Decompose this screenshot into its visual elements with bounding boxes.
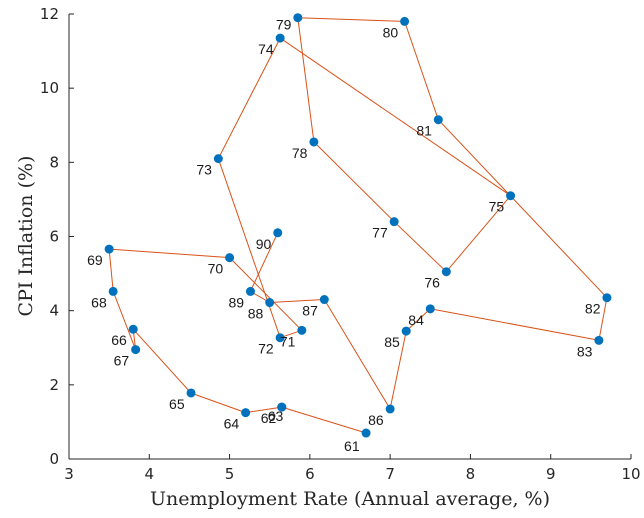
- data-point-77: [389, 217, 399, 227]
- x-tick-label: 4: [145, 465, 155, 483]
- data-point-81: [433, 115, 443, 125]
- data-point-82: [602, 293, 612, 303]
- point-label-63: 63: [268, 408, 284, 424]
- data-point-74: [275, 33, 285, 43]
- x-tick-label: 8: [466, 465, 476, 483]
- x-tick-label: 6: [305, 465, 315, 483]
- data-point-66: [128, 324, 138, 334]
- point-label-61: 61: [344, 438, 360, 454]
- x-tick-label: 3: [64, 465, 74, 483]
- point-label-66: 66: [111, 332, 127, 348]
- point-label-75: 75: [489, 199, 505, 215]
- data-point-72: [275, 333, 285, 343]
- data-point-89: [245, 286, 255, 296]
- x-tick-label: 5: [225, 465, 235, 483]
- point-label-72: 72: [258, 341, 274, 357]
- series-markers: [104, 13, 612, 438]
- data-point-65: [186, 388, 196, 398]
- point-label-73: 73: [196, 162, 212, 178]
- x-axis-title: Unemployment Rate (Annual average, %): [150, 488, 550, 510]
- point-label-76: 76: [424, 275, 440, 291]
- y-tick-label: 12: [40, 5, 59, 23]
- data-point-86: [385, 404, 395, 414]
- y-ticks: 0 2 4 6 8 10 12: [40, 5, 74, 468]
- data-point-76: [441, 267, 451, 277]
- point-label-80: 80: [383, 24, 399, 40]
- data-point-63: [277, 402, 287, 412]
- point-label-65: 65: [169, 396, 185, 412]
- point-label-69: 69: [87, 252, 103, 268]
- point-label-78: 78: [292, 145, 308, 161]
- point-label-81: 81: [416, 123, 432, 139]
- data-point-84: [425, 304, 435, 314]
- data-point-79: [293, 13, 303, 23]
- axes: [68, 14, 631, 460]
- point-label-82: 82: [585, 301, 601, 317]
- point-label-89: 89: [228, 294, 244, 310]
- y-tick-label: 4: [49, 302, 59, 320]
- point-label-64: 64: [224, 416, 240, 432]
- point-label-85: 85: [384, 334, 400, 350]
- data-point-64: [241, 408, 251, 418]
- point-label-84: 84: [408, 312, 424, 328]
- data-point-85: [401, 326, 411, 336]
- x-ticks: 3 4 5 6 7 8 9 10: [64, 454, 641, 483]
- point-label-67: 67: [114, 353, 130, 369]
- data-point-68: [108, 286, 118, 296]
- x-tick-label: 7: [385, 465, 395, 483]
- point-label-90: 90: [256, 236, 272, 252]
- y-tick-label: 0: [49, 450, 59, 468]
- data-point-61: [361, 428, 371, 438]
- data-point-69: [104, 244, 114, 254]
- data-point-73: [213, 154, 223, 164]
- point-label-83: 83: [577, 343, 593, 359]
- point-label-68: 68: [91, 294, 107, 310]
- data-point-88: [265, 298, 275, 308]
- point-label-86: 86: [368, 412, 384, 428]
- point-label-77: 77: [372, 225, 388, 241]
- data-point-80: [400, 16, 410, 26]
- point-label-62: 62: [261, 410, 277, 426]
- point-label-70: 70: [208, 261, 224, 277]
- series-line: [108, 17, 608, 434]
- point-label-87: 87: [302, 303, 318, 319]
- point-label-88: 88: [248, 306, 264, 322]
- data-point-78: [309, 137, 319, 147]
- point-label-79: 79: [276, 17, 292, 33]
- data-point-75: [506, 191, 516, 201]
- data-point-83: [594, 335, 604, 345]
- data-point-90: [273, 228, 283, 238]
- data-point-70: [225, 253, 235, 263]
- series-path: [108, 17, 608, 434]
- point-label-74: 74: [258, 41, 274, 57]
- y-tick-label: 2: [49, 376, 59, 394]
- x-tick-label: 9: [546, 465, 556, 483]
- data-point-71: [297, 325, 307, 335]
- y-tick-label: 10: [40, 79, 59, 97]
- data-point-67: [131, 345, 141, 355]
- y-axis-title: CPI Inflation (%): [15, 156, 37, 317]
- point-label-71: 71: [280, 333, 296, 349]
- data-point-87: [319, 295, 329, 305]
- y-tick-label: 8: [49, 153, 59, 171]
- x-tick-label: 10: [621, 465, 640, 483]
- y-tick-label: 6: [49, 228, 59, 246]
